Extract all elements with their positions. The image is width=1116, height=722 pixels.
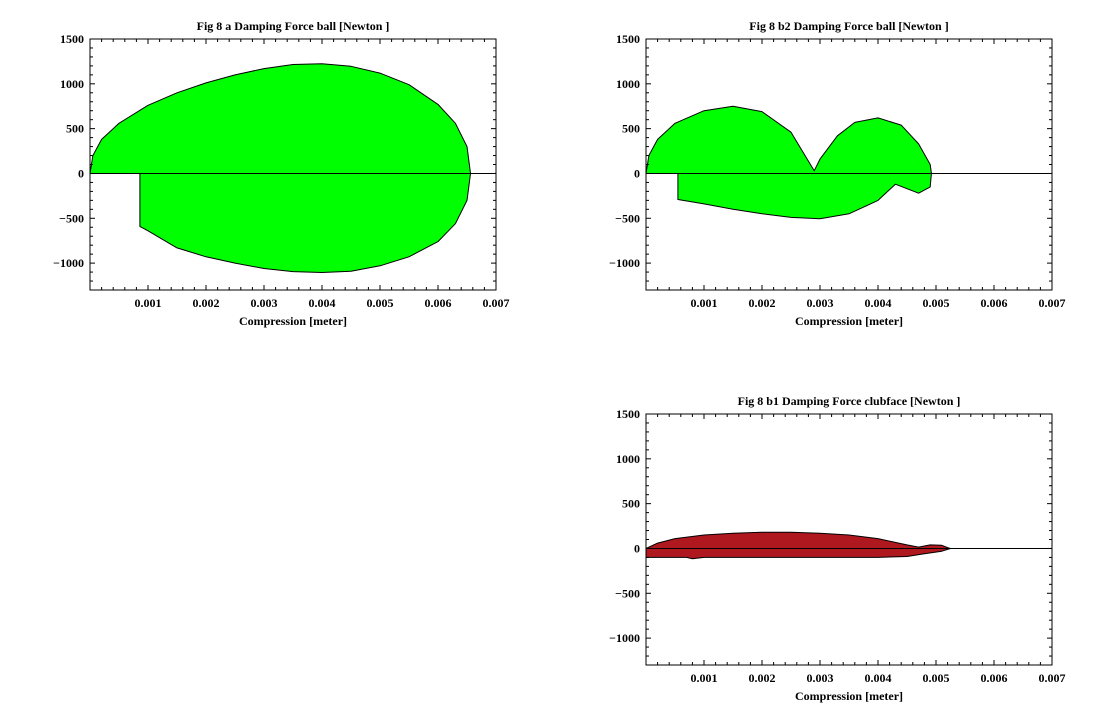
x-tick-label: 0.005	[367, 296, 394, 310]
y-tick-label: −1000	[53, 256, 84, 270]
x-tick-label: 0.001	[691, 671, 718, 685]
x-axis-label: Compression [meter]	[239, 314, 347, 328]
chart-svg: Fig 8 a Damping Force ball [Newton ] 0.00…	[53, 19, 510, 328]
y-tick-label: 0	[634, 166, 640, 180]
x-tick-label: 0.006	[981, 671, 1008, 685]
x-tick-label: 0.006	[425, 296, 452, 310]
y-tick-label: 500	[622, 497, 640, 511]
y-tick-label: 0	[634, 541, 640, 555]
x-tick-label: 0.004	[865, 671, 892, 685]
x-tick-label: 0.004	[865, 296, 892, 310]
x-tick-label: 0.006	[981, 296, 1008, 310]
y-tick-label: 500	[622, 122, 640, 136]
chart-fig8a: Fig 8 a Damping Force ball [Newton ] 0.00…	[0, 0, 560, 340]
y-tick-label: 0	[78, 166, 84, 180]
chart-title: Fig 8 b2 Damping Force ball [Newton ]	[749, 19, 948, 33]
y-tick-label: −1000	[609, 256, 640, 270]
chart-svg: Fig 8 b2 Damping Force ball [Newton ] 0.0…	[609, 19, 1066, 328]
x-tick-label: 0.007	[1039, 296, 1066, 310]
x-tick-label: 0.001	[691, 296, 718, 310]
x-axis-label: Compression [meter]	[795, 689, 903, 703]
y-tick-label: 1000	[60, 77, 84, 91]
x-tick-label: 0.002	[193, 296, 220, 310]
y-tick-label: 1500	[616, 32, 640, 46]
hysteresis-area	[89, 63, 471, 273]
y-tick-label: −1000	[609, 631, 640, 645]
y-tick-label: 1000	[616, 77, 640, 91]
x-axis-label: Compression [meter]	[795, 314, 903, 328]
chart-title: Fig 8 b1 Damping Force clubface [Newton …	[738, 394, 961, 408]
chart-fig8b2: Fig 8 b2 Damping Force ball [Newton ] 0.0…	[0, 0, 1116, 340]
x-tick-label: 0.003	[807, 671, 834, 685]
hysteresis-area	[645, 531, 951, 560]
x-tick-label: 0.005	[923, 296, 950, 310]
x-tick-label: 0.004	[309, 296, 336, 310]
y-tick-label: −500	[615, 211, 640, 225]
y-tick-label: −500	[59, 211, 84, 225]
x-tick-label: 0.003	[807, 296, 834, 310]
x-tick-label: 0.003	[251, 296, 278, 310]
chart-title: Fig 8 a Damping Force ball [Newton ]	[197, 19, 390, 33]
hysteresis-area	[645, 105, 932, 220]
x-tick-label: 0.005	[923, 671, 950, 685]
x-tick-label: 0.002	[749, 296, 776, 310]
x-tick-label: 0.002	[749, 671, 776, 685]
y-tick-label: 1000	[616, 452, 640, 466]
y-tick-label: 1500	[616, 407, 640, 421]
y-tick-label: 500	[66, 122, 84, 136]
y-tick-label: −500	[615, 586, 640, 600]
y-tick-label: 1500	[60, 32, 84, 46]
x-tick-label: 0.007	[1039, 671, 1066, 685]
x-tick-label: 0.007	[483, 296, 510, 310]
x-tick-label: 0.001	[135, 296, 162, 310]
